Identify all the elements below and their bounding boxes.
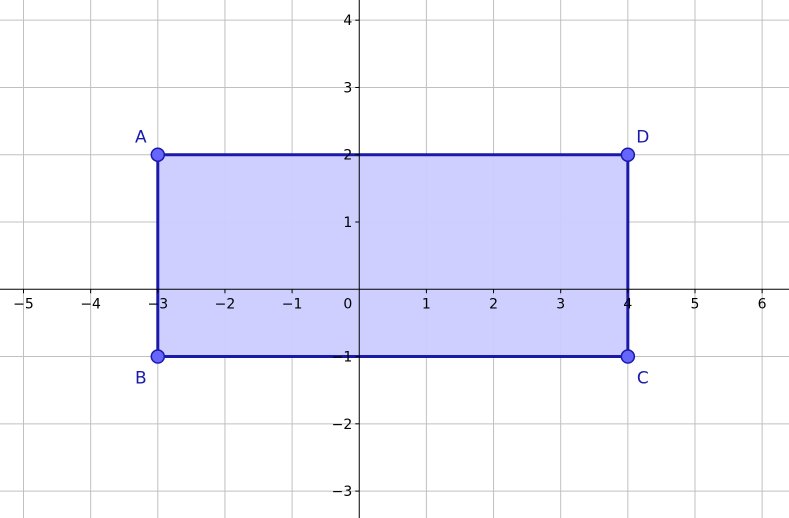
- point-label-a: A: [135, 128, 147, 148]
- point-label-c: C: [637, 369, 649, 389]
- point-label-d: D: [636, 128, 649, 148]
- origin-label: 0: [343, 296, 352, 312]
- y-tick-label: 3: [343, 80, 352, 96]
- y-tick-label: −1: [332, 350, 353, 366]
- x-tick-label: 1: [422, 296, 431, 312]
- x-tick-label: 5: [691, 296, 700, 312]
- x-tick-label: 4: [623, 296, 632, 312]
- x-tick-label: −2: [215, 296, 236, 312]
- x-tick-label: 2: [489, 296, 498, 312]
- y-tick-label: −2: [332, 417, 353, 433]
- point-c[interactable]: [620, 349, 636, 364]
- y-tick-label: 4: [343, 13, 352, 29]
- vertex-points: A B C D: [135, 128, 649, 389]
- point-label-b: B: [135, 369, 147, 389]
- y-tick-label: 2: [343, 148, 352, 164]
- point-a[interactable]: [150, 147, 166, 162]
- rectangle-abcd[interactable]: [156, 153, 630, 359]
- point-b[interactable]: [150, 349, 166, 364]
- x-tick-label: −4: [80, 296, 101, 312]
- x-tick-label: 6: [758, 296, 767, 312]
- point-d[interactable]: [620, 147, 636, 162]
- y-tick-label: 1: [343, 215, 352, 231]
- tick-labels: −5 −4 −3 −2 −1 1 2 3 4 5 6 −3 −2 −1 1 2 3 4 0: [13, 13, 766, 500]
- x-tick-label: −1: [282, 296, 303, 312]
- y-tick-label: −3: [332, 484, 353, 500]
- x-tick-label: 3: [556, 296, 565, 312]
- x-tick-label: −3: [147, 296, 168, 312]
- x-tick-label: −5: [13, 296, 34, 312]
